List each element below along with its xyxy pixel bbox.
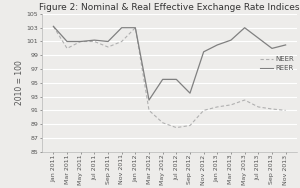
REER — [65, 40, 69, 43]
NEER — [188, 124, 192, 127]
Line: REER: REER — [53, 26, 286, 100]
NEER — [52, 25, 55, 27]
REER — [106, 40, 110, 43]
Legend: NEER, REER: NEER, REER — [260, 56, 294, 71]
REER — [215, 44, 219, 46]
NEER — [215, 106, 219, 108]
NEER — [79, 40, 83, 43]
REER — [243, 27, 246, 29]
REER — [284, 44, 287, 46]
REER — [188, 92, 192, 94]
REER — [229, 39, 233, 41]
Title: Figure 2: Nominal & Real Effective Exchange Rate Indices: Figure 2: Nominal & Real Effective Excha… — [39, 3, 300, 12]
NEER — [134, 27, 137, 29]
REER — [175, 78, 178, 80]
REER — [79, 40, 83, 43]
NEER — [229, 104, 233, 106]
NEER — [93, 40, 96, 43]
REER — [147, 99, 151, 101]
NEER — [120, 40, 124, 43]
NEER — [175, 127, 178, 129]
REER — [270, 47, 274, 49]
NEER — [256, 106, 260, 108]
REER — [202, 51, 206, 53]
REER — [52, 25, 55, 27]
NEER — [284, 109, 287, 111]
REER — [120, 27, 124, 29]
NEER — [270, 108, 274, 110]
NEER — [106, 46, 110, 48]
REER — [161, 78, 164, 80]
Line: NEER: NEER — [53, 26, 286, 128]
NEER — [243, 99, 246, 101]
REER — [256, 37, 260, 39]
NEER — [147, 109, 151, 111]
NEER — [161, 122, 164, 124]
REER — [93, 39, 96, 41]
REER — [134, 27, 137, 29]
NEER — [202, 109, 206, 111]
Y-axis label: 2010 = 100: 2010 = 100 — [15, 60, 24, 105]
NEER — [65, 47, 69, 49]
